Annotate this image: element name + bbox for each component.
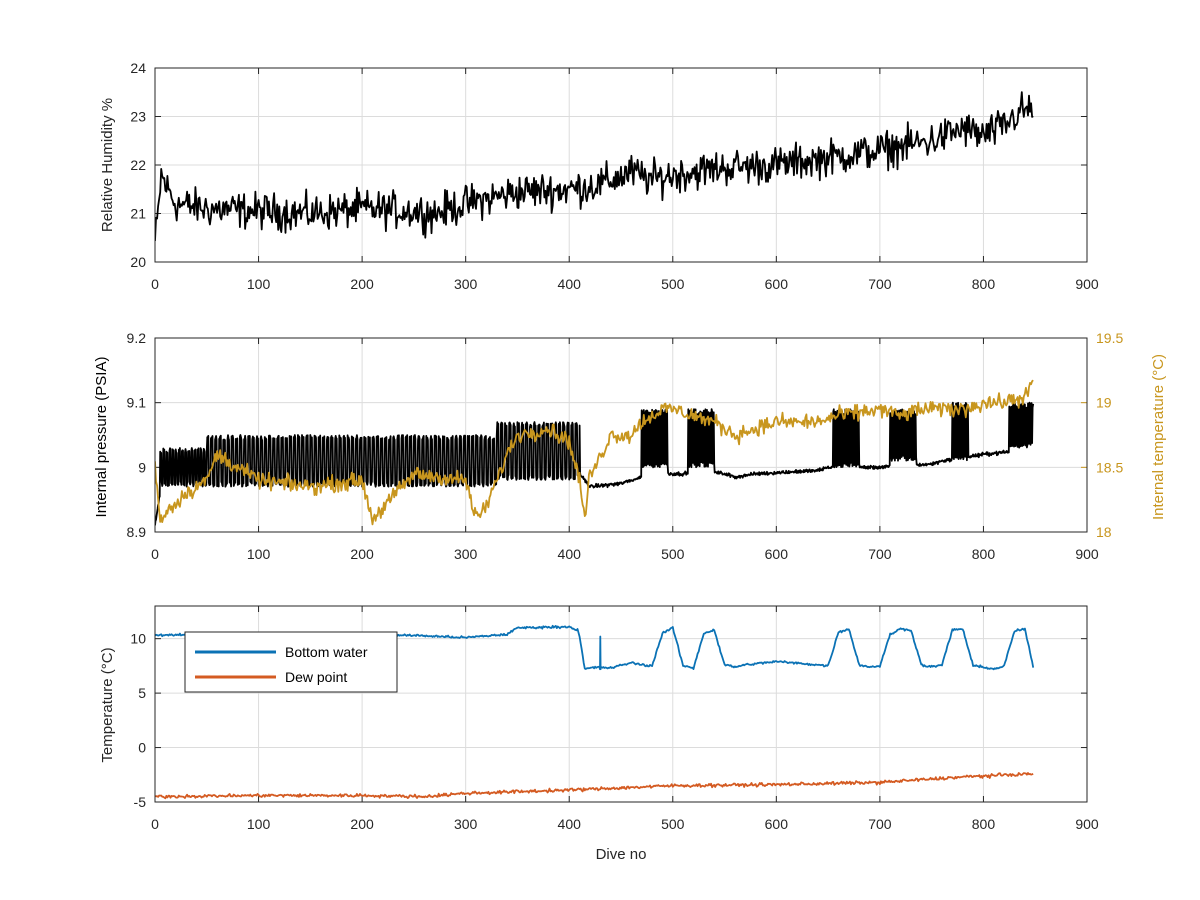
y-axis-label-3: Temperature (°C) bbox=[99, 647, 116, 762]
y-tick-label: 20 bbox=[130, 254, 146, 270]
y-tick-label: 9 bbox=[138, 459, 146, 475]
x-tick-label: 300 bbox=[454, 816, 478, 832]
y-tick-label: 21 bbox=[130, 206, 146, 222]
y-tick-label: 22 bbox=[130, 157, 146, 173]
y-tick-label: 24 bbox=[130, 60, 146, 76]
y2-tick-label: 19.5 bbox=[1096, 330, 1123, 346]
x-tick-label: 400 bbox=[558, 546, 582, 562]
legend-box bbox=[184, 631, 398, 693]
x-tick-label: 600 bbox=[765, 546, 789, 562]
x-tick-label: 200 bbox=[350, 546, 374, 562]
y-tick-label: -5 bbox=[134, 794, 147, 810]
internal-pressure-line bbox=[155, 401, 1035, 526]
series-0-line bbox=[155, 91, 1034, 242]
plot-area-1 bbox=[155, 91, 1034, 242]
x-tick-label: 400 bbox=[558, 816, 582, 832]
x-tick-label: 800 bbox=[972, 276, 996, 292]
axes-box-1 bbox=[154, 67, 1088, 263]
x-tick-label: 0 bbox=[151, 546, 159, 562]
y2-tick-label: 19 bbox=[1096, 395, 1112, 411]
x-tick-label: 100 bbox=[247, 276, 271, 292]
y2-tick-label: 18.5 bbox=[1096, 459, 1123, 475]
legend-label-bottom-water: Bottom water bbox=[285, 644, 368, 660]
x-tick-label: 700 bbox=[868, 816, 892, 832]
y-axis-label-1: Relative Humidity % bbox=[99, 98, 116, 232]
x-tick-label: 200 bbox=[350, 276, 374, 292]
legend-label-dew-point: Dew point bbox=[285, 669, 347, 685]
dew-point-line bbox=[155, 772, 1034, 800]
x-tick-label: 100 bbox=[247, 546, 271, 562]
x-tick-label: 800 bbox=[972, 546, 996, 562]
x-tick-label: 700 bbox=[868, 276, 892, 292]
x-tick-label: 900 bbox=[1075, 816, 1099, 832]
y-tick-label: 10 bbox=[130, 631, 146, 647]
y-tick-label: 23 bbox=[130, 109, 146, 125]
panel-internal-pressure-temperature: 0 100 200 300 400 500 600 700 800 900 8.9 9 9.1 9.2 18… bbox=[93, 330, 1167, 562]
x-tick-label: 500 bbox=[661, 546, 685, 562]
x-tick-label: 400 bbox=[558, 276, 582, 292]
x-tick-label: 700 bbox=[868, 546, 892, 562]
x-tick-label: 500 bbox=[661, 276, 685, 292]
y-tick-label: 5 bbox=[138, 685, 146, 701]
internal-temperature-line bbox=[155, 379, 1034, 526]
axes-box-3 bbox=[154, 605, 1088, 803]
x-tick-label: 600 bbox=[765, 276, 789, 292]
x-tick-label: 200 bbox=[350, 816, 374, 832]
x-tick-label: 0 bbox=[151, 276, 159, 292]
x-tick-label: 900 bbox=[1075, 546, 1099, 562]
x-tick-label: 300 bbox=[454, 546, 478, 562]
ticks-2: 0 100 200 300 400 500 600 700 800 900 8.9 9 9.1 9.2 18… bbox=[127, 330, 1124, 562]
y-tick-label: 8.9 bbox=[127, 524, 147, 540]
x-tick-label: 500 bbox=[661, 816, 685, 832]
y2-tick-label: 18 bbox=[1096, 524, 1112, 540]
y-axis-label-2: Internal pressure (PSIA) bbox=[93, 357, 110, 518]
y-tick-label: 9.2 bbox=[127, 330, 147, 346]
x-tick-label: 100 bbox=[247, 816, 271, 832]
x-axis-label-3: Dive no bbox=[596, 846, 647, 863]
x-tick-label: 600 bbox=[765, 816, 789, 832]
x-tick-label: 800 bbox=[972, 816, 996, 832]
x-tick-label: 900 bbox=[1075, 276, 1099, 292]
legend: Bottom water Dew point bbox=[184, 631, 398, 693]
ticks-1: 0 100 200 300 400 500 600 700 800 900 20 21 22 23 24 bbox=[130, 60, 1098, 292]
y2-axis-label-2: Internal temperature (°C) bbox=[1150, 354, 1167, 520]
panel-relative-humidity: 0 100 200 300 400 500 600 700 800 900 20 21 22 23 24 R… bbox=[99, 60, 1099, 292]
x-tick-label: 0 bbox=[151, 816, 159, 832]
x-tick-label: 300 bbox=[454, 276, 478, 292]
axes-box-2 bbox=[154, 337, 1088, 533]
plot-area-2 bbox=[155, 379, 1035, 526]
y-tick-label: 9.1 bbox=[127, 395, 147, 411]
y-tick-label: 0 bbox=[138, 740, 146, 756]
